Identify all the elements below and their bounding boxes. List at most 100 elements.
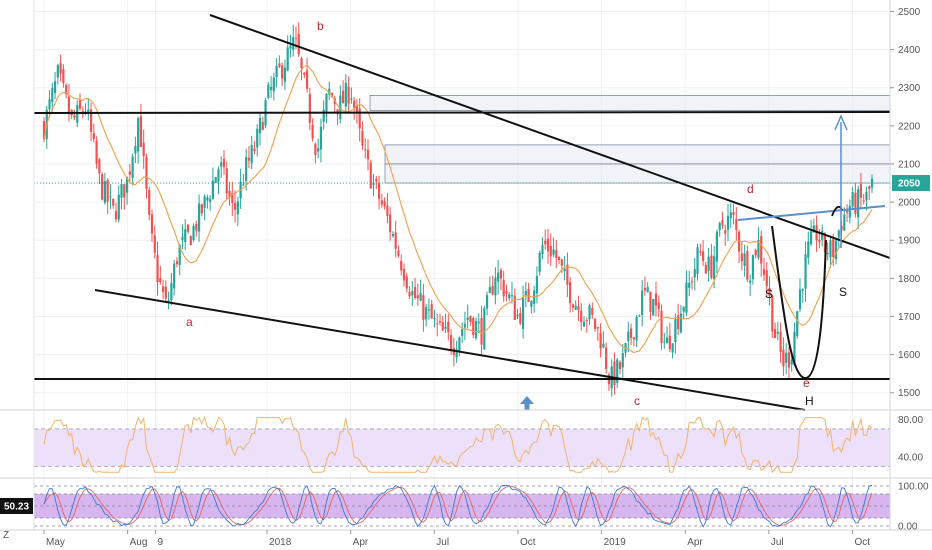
candle-body [654, 293, 658, 306]
candle-body [114, 211, 118, 220]
candle-body [303, 72, 306, 75]
candle-body [139, 115, 143, 147]
candle-body [519, 312, 522, 324]
candle-body [826, 253, 829, 255]
candle-body [441, 321, 444, 331]
stoch-value-badge [0, 498, 33, 514]
candle-body [419, 292, 422, 301]
candle-body [153, 235, 156, 253]
resistance-zone [369, 94, 891, 111]
candle-body [101, 174, 104, 200]
candle-body [704, 264, 707, 274]
price-tick-label: 2500 [898, 7, 921, 18]
candle-body [461, 329, 464, 336]
candle-body [339, 95, 342, 120]
candle-body [65, 85, 68, 95]
rsi-tick-label: 80.00 [898, 415, 923, 426]
candle-body [137, 118, 140, 152]
candle-body [372, 182, 375, 185]
candle-body [566, 264, 569, 285]
candle-body [588, 305, 591, 320]
candle-body [485, 295, 489, 309]
candle-body [854, 192, 857, 214]
candle-body [258, 117, 262, 134]
candle-body [325, 93, 328, 114]
candle-body [195, 223, 198, 231]
candle-body [571, 304, 575, 308]
candle-body [173, 263, 176, 289]
candle-body [242, 184, 245, 186]
moving-average-line [43, 64, 873, 354]
candle-body [544, 240, 547, 245]
candle-body [131, 156, 134, 178]
candle-body [857, 189, 860, 218]
candle-body [42, 121, 46, 140]
candle-body [322, 109, 325, 122]
candle-body [413, 286, 417, 299]
candle-body [535, 275, 539, 294]
stoch-value-label: 50.23 [4, 502, 29, 513]
candle-body [643, 287, 647, 291]
candle-body [408, 291, 411, 297]
candle-body [773, 329, 777, 339]
stoch-k-line [43, 484, 873, 528]
candle-body [480, 317, 483, 345]
rsi-band [34, 428, 890, 467]
candle-body [344, 82, 347, 107]
candle-body [89, 109, 93, 132]
stoch-tick-label: 100.00 [898, 482, 929, 493]
candle-body [768, 288, 771, 296]
candle-body [95, 140, 98, 164]
candle-body [317, 148, 320, 152]
candle-body [366, 149, 370, 160]
candle-body [796, 311, 799, 337]
candle-body [821, 230, 824, 240]
candle-body [92, 133, 95, 139]
candle-body [438, 321, 442, 323]
candle-body [427, 309, 431, 311]
time-tick-label: Apr [687, 537, 703, 548]
candle-body [209, 198, 212, 203]
up-arrow-marker [520, 396, 534, 410]
candle-body [859, 184, 863, 198]
candle-body [117, 194, 120, 220]
candle-body [663, 341, 666, 343]
candle-body [757, 239, 760, 258]
candle-body [832, 239, 835, 257]
candle-body [305, 70, 309, 89]
price-tick-label: 2300 [898, 83, 921, 94]
candle-body [793, 331, 796, 366]
price-tick-label: 1700 [898, 312, 921, 323]
candle-body [281, 65, 284, 79]
candle-body [616, 359, 619, 383]
candle-body [444, 326, 447, 329]
candle-body [62, 69, 65, 84]
candle-body [749, 280, 752, 283]
candle-body [524, 290, 527, 296]
neckline [737, 205, 886, 221]
candle-body [436, 323, 439, 325]
candle-body [729, 212, 732, 219]
candle-body [499, 269, 503, 279]
time-tick-label: 2019 [604, 537, 627, 548]
candle-body [552, 249, 555, 255]
pattern-label-c: c [634, 394, 640, 408]
candle-body [400, 260, 403, 271]
candle-body [685, 282, 688, 313]
candle-body [538, 252, 541, 272]
scale-mode-button[interactable]: Z [3, 530, 10, 541]
candle-body [834, 240, 838, 260]
candle-body [798, 289, 802, 310]
candle-body [837, 230, 840, 238]
candle-body [178, 244, 181, 265]
candle-body [472, 318, 475, 336]
candle-body [585, 319, 588, 321]
candle-body [638, 315, 641, 317]
time-tick-label: May [46, 537, 65, 548]
candle-body [580, 310, 583, 323]
candle-body [726, 216, 730, 230]
candle-body [563, 268, 566, 272]
candle-body [674, 319, 677, 343]
candle-body [851, 192, 854, 207]
